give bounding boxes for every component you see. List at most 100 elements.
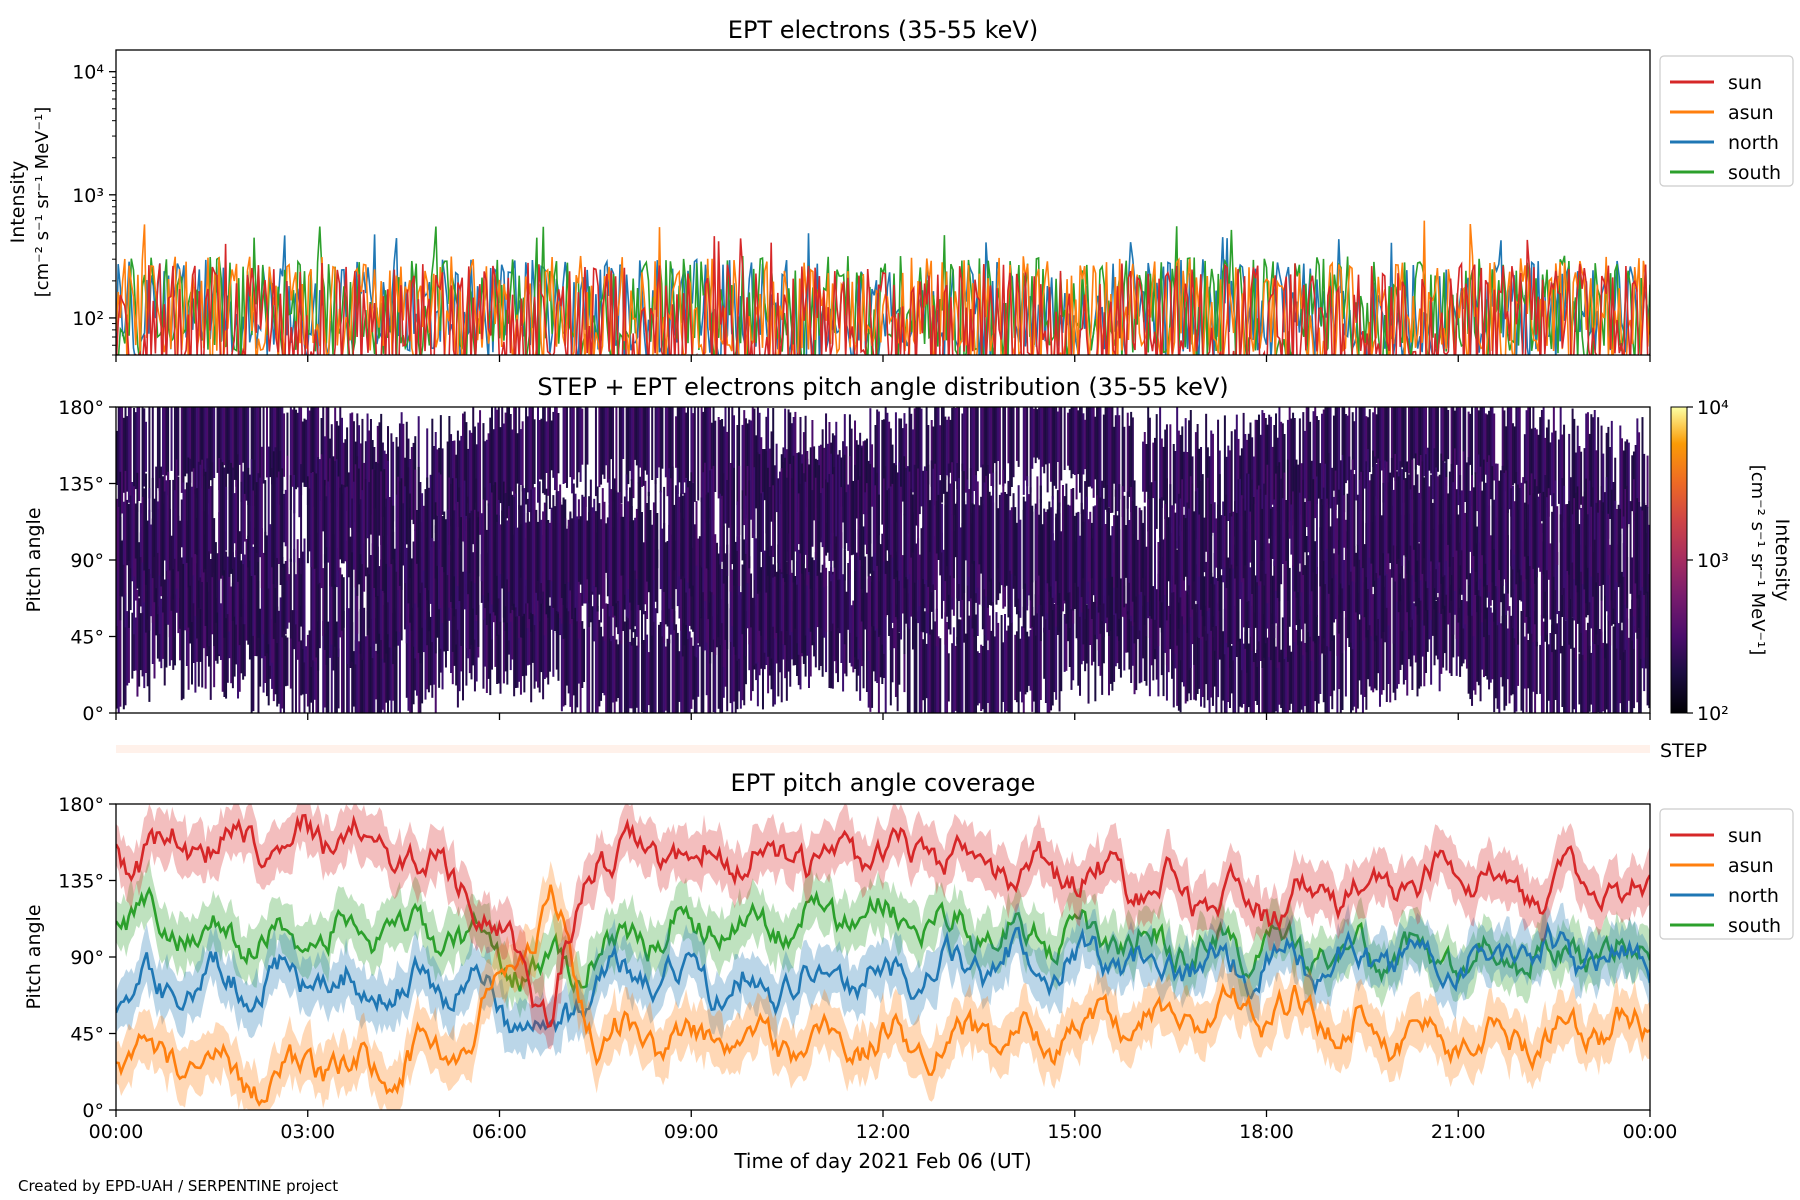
pad-heatmap-cell bbox=[1092, 407, 1095, 498]
pad-heatmap-cell bbox=[1394, 453, 1397, 582]
pad-heatmap-cell bbox=[346, 486, 349, 563]
pad-heatmap bbox=[116, 407, 1650, 713]
pad-heatmap-cell bbox=[951, 462, 954, 598]
pad-heatmap-cell bbox=[356, 611, 359, 713]
pad-heatmap-cell bbox=[1142, 441, 1145, 492]
pad-heatmap-cell bbox=[552, 603, 555, 677]
pad-heatmap-cell bbox=[1380, 407, 1383, 471]
pad-heatmap-cell bbox=[1430, 571, 1433, 685]
pad-heatmap-cell bbox=[477, 511, 480, 647]
pad-heatmap-cell bbox=[446, 509, 449, 576]
pad-heatmap-cell bbox=[1251, 552, 1254, 651]
pad-heatmap-cell bbox=[813, 560, 816, 643]
pad-heatmap-cell bbox=[702, 472, 705, 593]
pad-heatmap-cell bbox=[715, 542, 718, 648]
pad-heatmap-cell bbox=[1165, 424, 1168, 526]
pad-heatmap-cell bbox=[1465, 462, 1468, 580]
pad-heatmap-cell bbox=[1554, 649, 1557, 700]
pad-heatmap-cell bbox=[678, 651, 681, 702]
pad-heatmap-cell bbox=[1484, 413, 1487, 475]
pad-heatmap-cell bbox=[1010, 407, 1013, 487]
pad-heatmap-cell bbox=[1435, 467, 1438, 570]
pad-heatmap-cell bbox=[1592, 417, 1595, 545]
step-strip-label: STEP bbox=[1660, 740, 1707, 762]
pad-heatmap-cell bbox=[1546, 427, 1549, 508]
pad-heatmap-cell bbox=[819, 493, 822, 543]
pad-heatmap-cell bbox=[496, 522, 499, 576]
pad-heatmap-cell bbox=[930, 629, 933, 713]
pad-heatmap-cell bbox=[683, 407, 686, 483]
pad-heatmap-cell bbox=[683, 623, 686, 713]
pad-heatmap-cell bbox=[939, 638, 942, 713]
pad-heatmap-cell bbox=[1177, 493, 1180, 603]
pad-heatmap-cell bbox=[427, 611, 430, 693]
pad-heatmap-cell bbox=[173, 510, 176, 638]
pad-heatmap-cell bbox=[789, 569, 792, 636]
pad-heatmap-cell bbox=[1546, 615, 1549, 713]
pad-heatmap-cell bbox=[644, 407, 647, 471]
pad-heatmap-cell bbox=[658, 624, 661, 713]
pad-heatmap-cell bbox=[393, 608, 396, 713]
pad-heatmap-cell bbox=[569, 407, 572, 478]
pad-heatmap-cell bbox=[838, 562, 841, 634]
pad-heatmap-cell bbox=[647, 407, 650, 497]
pad-heatmap-cell bbox=[129, 407, 132, 524]
pad-heatmap-cell bbox=[1527, 407, 1530, 523]
pad-heatmap-cell bbox=[692, 645, 695, 700]
pad-heatmap-cell bbox=[240, 560, 243, 617]
pad-heatmap-cell bbox=[502, 572, 505, 684]
pad-heatmap-cell bbox=[1196, 424, 1199, 540]
pad-heatmap-cell bbox=[472, 407, 475, 545]
pad-heatmap-cell bbox=[119, 596, 122, 707]
pad-heatmap-cell bbox=[986, 407, 989, 479]
pad-heatmap-cell bbox=[1000, 615, 1003, 713]
pad-heatmap-cell bbox=[1058, 579, 1061, 712]
pad-heatmap-cell bbox=[1394, 407, 1397, 481]
pad-heatmap-cell bbox=[860, 566, 863, 622]
pad-heatmap-cell bbox=[310, 472, 313, 568]
pad-heatmap-cell bbox=[165, 596, 168, 668]
legend-label-south: south bbox=[1728, 162, 1781, 184]
pad-heatmap-cell bbox=[825, 479, 828, 556]
pad-heatmap-cell bbox=[276, 549, 279, 644]
pad-heatmap-cell bbox=[976, 481, 979, 588]
pad-heatmap-cell bbox=[1416, 474, 1419, 561]
pad-heatmap-cell bbox=[346, 540, 349, 664]
pad-heatmap-cell bbox=[260, 446, 263, 589]
pad-heatmap-cell bbox=[247, 535, 250, 645]
pad-heatmap-cell bbox=[925, 470, 928, 581]
pad-heatmap-cell bbox=[196, 488, 199, 555]
pad-heatmap-cell bbox=[1038, 514, 1041, 576]
pad-heatmap-cell bbox=[543, 502, 546, 636]
pad-heatmap-cell bbox=[1017, 485, 1020, 599]
pad-heatmap-cell bbox=[1575, 492, 1577, 586]
pad-heatmap-cell bbox=[511, 597, 514, 660]
pad-heatmap-cell bbox=[468, 513, 471, 650]
pad-heatmap-cell bbox=[1493, 520, 1496, 622]
pad-heatmap-cell bbox=[294, 574, 297, 625]
pad-heatmap-cell bbox=[1022, 407, 1025, 495]
pad-heatmap-cell bbox=[799, 417, 802, 548]
pad-heatmap-cell bbox=[980, 644, 983, 711]
pad-heatmap-cell bbox=[141, 605, 144, 677]
pad-heatmap-cell bbox=[204, 471, 207, 570]
pad-heatmap-cell bbox=[753, 467, 756, 580]
pad-heatmap-cell bbox=[741, 424, 744, 510]
pad-heatmap-cell bbox=[1230, 431, 1233, 536]
pad-heatmap-cell bbox=[966, 479, 969, 586]
pad-heatmap-cell bbox=[1443, 407, 1446, 462]
pad-heatmap-cell bbox=[920, 528, 923, 632]
pad-heatmap-cell bbox=[1189, 476, 1192, 618]
pad-heatmap-cell bbox=[1031, 607, 1034, 712]
pad-heatmap-cell bbox=[905, 543, 908, 624]
pad-heatmap-cell bbox=[364, 636, 367, 713]
pad-heatmap-cell bbox=[444, 519, 447, 655]
pad-y-tick-label: 90° bbox=[70, 550, 104, 572]
pad-heatmap-cell bbox=[1249, 606, 1252, 713]
pad-heatmap-cell bbox=[714, 614, 717, 713]
pad-heatmap-cell bbox=[1044, 407, 1047, 465]
pad-heatmap-cell bbox=[894, 616, 897, 697]
pad-heatmap-cell bbox=[623, 496, 626, 595]
pad-heatmap-cell bbox=[1621, 571, 1624, 623]
pad-heatmap-cell bbox=[884, 559, 887, 617]
